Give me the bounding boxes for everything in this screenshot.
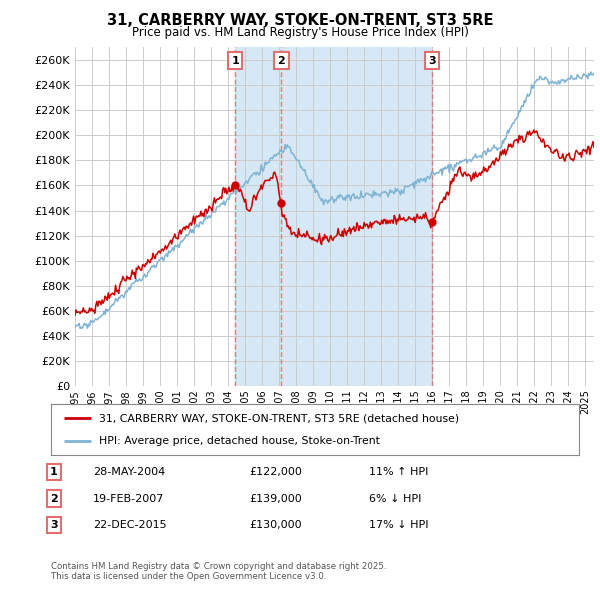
Text: 3: 3	[50, 520, 58, 530]
Text: 11% ↑ HPI: 11% ↑ HPI	[369, 467, 428, 477]
Bar	[281, 47, 432, 386]
Text: £139,000: £139,000	[249, 494, 302, 503]
Text: 3: 3	[428, 55, 436, 65]
Text: 22-DEC-2015: 22-DEC-2015	[93, 520, 167, 530]
Text: HPI: Average price, detached house, Stoke-on-Trent: HPI: Average price, detached house, Stok…	[98, 436, 379, 446]
Text: Price paid vs. HM Land Registry's House Price Index (HPI): Price paid vs. HM Land Registry's House …	[131, 26, 469, 39]
Text: 6% ↓ HPI: 6% ↓ HPI	[369, 494, 421, 503]
Text: 31, CARBERRY WAY, STOKE-ON-TRENT, ST3 5RE (detached house): 31, CARBERRY WAY, STOKE-ON-TRENT, ST3 5R…	[98, 413, 458, 423]
Text: £130,000: £130,000	[249, 520, 302, 530]
Text: Contains HM Land Registry data © Crown copyright and database right 2025.
This d: Contains HM Land Registry data © Crown c…	[51, 562, 386, 581]
Text: £122,000: £122,000	[249, 467, 302, 477]
Bar	[235, 47, 281, 386]
Text: 19-FEB-2007: 19-FEB-2007	[93, 494, 164, 503]
Text: 1: 1	[50, 467, 58, 477]
Text: 2: 2	[278, 55, 285, 65]
Text: 17% ↓ HPI: 17% ↓ HPI	[369, 520, 428, 530]
Text: 1: 1	[231, 55, 239, 65]
Text: 28-MAY-2004: 28-MAY-2004	[93, 467, 165, 477]
Text: 31, CARBERRY WAY, STOKE-ON-TRENT, ST3 5RE: 31, CARBERRY WAY, STOKE-ON-TRENT, ST3 5R…	[107, 13, 493, 28]
Text: 2: 2	[50, 494, 58, 503]
